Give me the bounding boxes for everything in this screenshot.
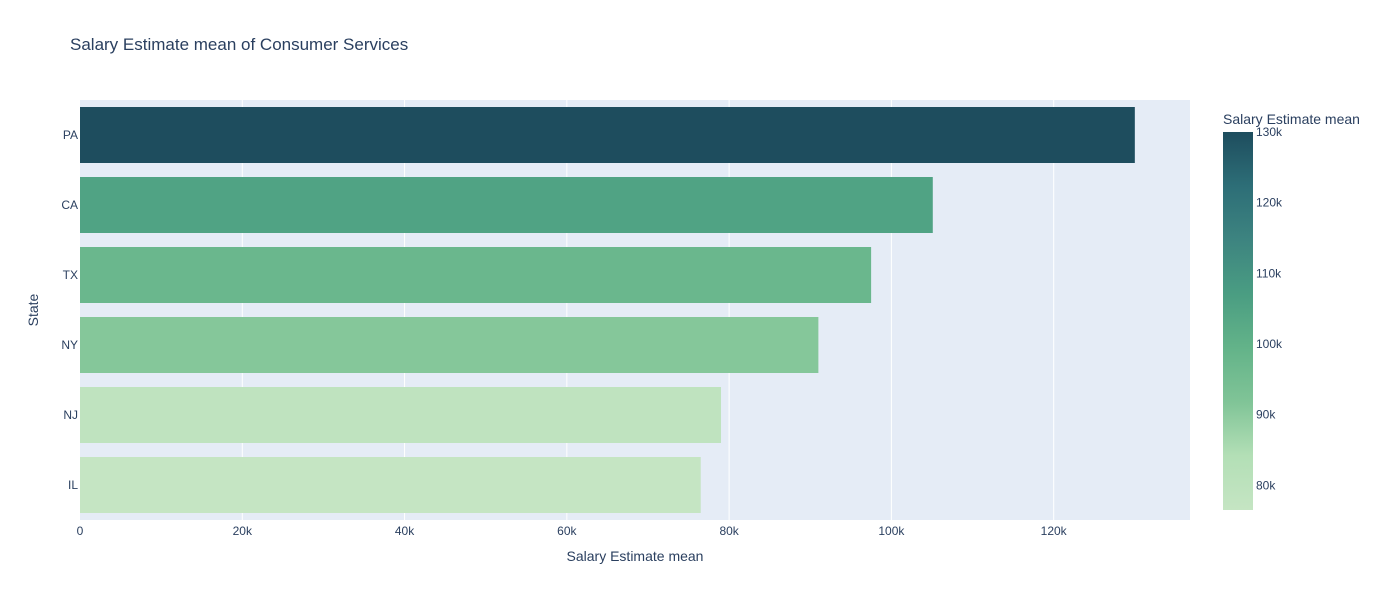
colorbar-tick-label: 130k <box>1256 125 1283 139</box>
plot-background <box>80 100 1190 520</box>
bar-il[interactable] <box>80 457 701 513</box>
y-axis-title: State <box>25 293 41 326</box>
colorbar-tick-label: 110k <box>1256 266 1282 280</box>
bar-ca[interactable] <box>80 177 933 233</box>
y-tick-label: CA <box>61 198 78 212</box>
bar-tx[interactable] <box>80 247 872 303</box>
x-tick-label: 40k <box>395 524 415 538</box>
y-axis-ticks: PA CA TX NY NJ IL <box>61 128 78 492</box>
y-tick-label: IL <box>68 478 78 492</box>
chart-title: Salary Estimate mean of Consumer Service… <box>70 35 408 54</box>
colorbar-tick-label: 120k <box>1256 196 1283 210</box>
bar-ny[interactable] <box>80 317 819 373</box>
bar-pa[interactable] <box>80 107 1135 163</box>
gridlines <box>241 100 1055 520</box>
colorbar-ticks: 80k 90k 100k 110k 120k 130k <box>1256 125 1283 492</box>
colorbar-tick-label: 90k <box>1256 408 1276 422</box>
x-tick-label: 60k <box>557 524 577 538</box>
colorbar-tick-label: 80k <box>1256 478 1276 492</box>
y-tick-label: TX <box>63 268 78 282</box>
colorbar <box>1223 132 1253 510</box>
colorbar-tick-label: 100k <box>1256 337 1283 351</box>
x-tick-label: 100k <box>878 524 905 538</box>
y-tick-label: NJ <box>63 408 78 422</box>
y-tick-label: NY <box>61 338 78 352</box>
x-tick-label: 0 <box>77 524 84 538</box>
x-axis-ticks: 0 20k 40k 60k 80k 100k 120k <box>77 524 1068 538</box>
bar-nj[interactable] <box>80 387 722 443</box>
x-tick-label: 80k <box>719 524 739 538</box>
x-axis-title: Salary Estimate mean <box>567 548 704 564</box>
y-tick-label: PA <box>63 128 78 142</box>
colorbar-title: Salary Estimate mean <box>1223 111 1360 127</box>
bars <box>80 107 1135 513</box>
x-tick-label: 20k <box>233 524 253 538</box>
x-tick-label: 120k <box>1041 524 1068 538</box>
